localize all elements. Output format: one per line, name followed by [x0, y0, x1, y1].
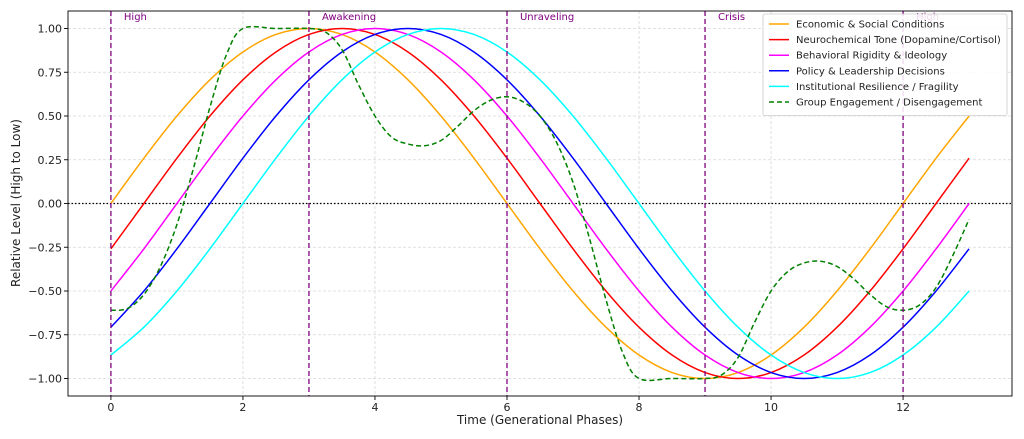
- x-tick-label: 2: [239, 401, 246, 414]
- y-tick-label: 1.00: [38, 23, 63, 36]
- legend-box: [762, 13, 1008, 116]
- legend-label-5: Group Engagement / Disengagement: [796, 98, 983, 109]
- y-tick-label: 0.25: [38, 154, 63, 167]
- phase-label-2: Unraveling: [520, 12, 574, 23]
- x-axis-label: Time (Generational Phases): [456, 413, 623, 427]
- legend-label-1: Neurochemical Tone (Dopamine/Cortisol): [796, 35, 1001, 46]
- phase-label-3: Crisis: [718, 12, 745, 23]
- y-axis-label: Relative Level (High to Low): [9, 119, 23, 287]
- y-tick-label: 0.75: [38, 66, 63, 79]
- y-tick-label: 0.00: [38, 198, 63, 211]
- x-tick-label: 8: [636, 401, 643, 414]
- legend-label-2: Behavioral Rigidity & Ideology: [796, 51, 947, 62]
- legend: Economic & Social Conditions Neurochemica…: [762, 13, 1008, 116]
- legend-label-0: Economic & Social Conditions: [796, 20, 944, 31]
- phase-label-1: Awakening: [322, 12, 376, 23]
- legend-label-3: Policy & Leadership Decisions: [796, 66, 945, 77]
- y-tick-label: −0.75: [28, 329, 62, 342]
- series-group: [110, 25, 970, 382]
- x-tick-label: 10: [764, 401, 778, 414]
- y-tick-label: −0.25: [28, 241, 62, 254]
- x-tick-label: 12: [896, 401, 910, 414]
- y-tick-label: 0.50: [38, 110, 63, 123]
- legend-label-4: Institutional Resilience / Fragility: [796, 82, 959, 93]
- series-line-1: [110, 27, 970, 380]
- series-line-2: [110, 27, 970, 380]
- x-tick-label: 6: [503, 401, 510, 414]
- series-line-5: [110, 25, 970, 382]
- axes: 0 2 4 6 8 10 12 1.00 0.75 0.50 0.25 0.00 −0.25 −0.50 −…: [28, 10, 1013, 414]
- x-tick-label: 0: [107, 401, 114, 414]
- series-line-4: [110, 27, 970, 380]
- series-line-0: [110, 27, 970, 380]
- phase-label-0: High: [124, 12, 147, 23]
- x-tick-label: 4: [371, 401, 378, 414]
- y-tick-label: −1.00: [28, 373, 62, 386]
- y-tick-label: −0.50: [28, 285, 62, 298]
